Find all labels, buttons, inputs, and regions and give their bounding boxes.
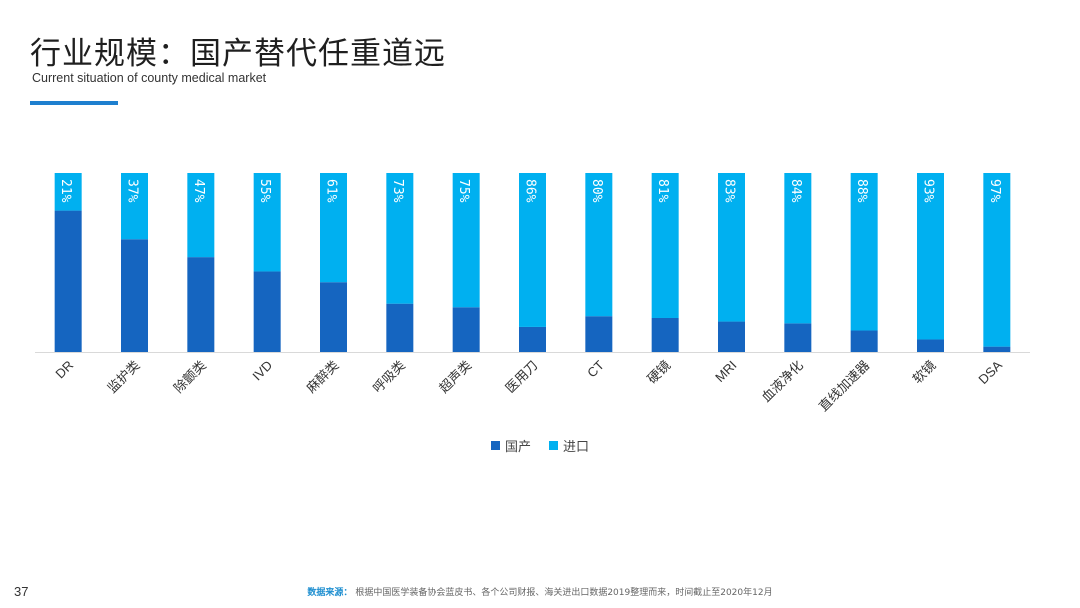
data-label-3: 55% bbox=[257, 179, 272, 203]
legend-item-domestic: 国产 bbox=[490, 436, 531, 455]
data-label-13: 93% bbox=[921, 179, 936, 203]
data-label-14: 97% bbox=[987, 179, 1002, 203]
data-label-2: 47% bbox=[191, 179, 206, 203]
category-label-8: CT bbox=[584, 357, 607, 380]
bar-imported-2 bbox=[187, 173, 215, 258]
bar-imported-14 bbox=[983, 173, 1011, 347]
bar-imported-13 bbox=[917, 173, 944, 340]
legend-label-imported: 进口 bbox=[563, 440, 590, 455]
category-label-2: 除颤类 bbox=[171, 358, 209, 396]
category-label-3: IVD bbox=[249, 358, 275, 384]
bar-imported-3 bbox=[253, 173, 281, 272]
category-label-5: 呼吸类 bbox=[370, 358, 408, 396]
bar-domestic-2 bbox=[187, 257, 215, 352]
category-label-11: 血液净化 bbox=[759, 358, 806, 405]
bar-imported-10 bbox=[718, 173, 745, 322]
page-subtitle: Current situation of county medical mark… bbox=[32, 71, 267, 85]
data-label-5: 73% bbox=[390, 179, 405, 203]
data-label-11: 84% bbox=[788, 179, 803, 203]
bar-domestic-14 bbox=[983, 346, 1011, 352]
category-label-7: 医用刀 bbox=[502, 358, 540, 396]
data-label-10: 83% bbox=[722, 179, 737, 203]
category-label-14: DSA bbox=[975, 357, 1005, 387]
bar-imported-0 bbox=[54, 173, 82, 211]
bar-domestic-10 bbox=[718, 321, 745, 352]
bar-imported-8 bbox=[585, 173, 613, 317]
bar-domestic-5 bbox=[386, 303, 414, 352]
data-label-7: 86% bbox=[523, 179, 538, 203]
bar-domestic-4 bbox=[320, 282, 347, 352]
legend-item-imported: 进口 bbox=[549, 436, 589, 455]
category-label-10: MRI bbox=[712, 358, 739, 385]
bar-domestic-8 bbox=[585, 316, 613, 352]
category-label-4: 麻醉类 bbox=[303, 358, 341, 396]
bar-domestic-6 bbox=[452, 307, 480, 352]
category-label-0: DR bbox=[52, 358, 76, 382]
bar-domestic-12 bbox=[850, 330, 878, 352]
data-label-1: 37% bbox=[125, 179, 140, 203]
bar-domestic-11 bbox=[784, 323, 812, 352]
legend-label-domestic: 国产 bbox=[504, 440, 531, 455]
data-label-4: 61% bbox=[324, 179, 339, 203]
data-source-label: 数据来源： bbox=[307, 588, 353, 598]
bar-imported-11 bbox=[784, 173, 812, 324]
legend-swatch-imported bbox=[549, 441, 558, 450]
bar-imported-9 bbox=[651, 173, 679, 318]
data-source: 数据来源： 根据中国医学装备协会蓝皮书、各个公司财报、海关进出口数据2019整理… bbox=[0, 585, 1080, 598]
category-label-1: 监护类 bbox=[104, 358, 142, 396]
category-label-12: 直线加速器 bbox=[816, 358, 873, 415]
data-label-6: 75% bbox=[456, 179, 471, 203]
bar-imported-1 bbox=[121, 173, 148, 240]
bar-imported-6 bbox=[452, 173, 480, 308]
bar-domestic-7 bbox=[519, 326, 546, 352]
category-label-6: 超声类 bbox=[436, 358, 474, 396]
data-label-12: 88% bbox=[854, 179, 869, 203]
category-label-9: 硬镜 bbox=[644, 358, 673, 387]
bar-domestic-9 bbox=[651, 317, 679, 352]
title-accent-bar bbox=[30, 101, 118, 105]
bar-imported-4 bbox=[320, 173, 347, 283]
bar-domestic-1 bbox=[121, 239, 148, 352]
legend-swatch-domestic bbox=[490, 441, 500, 450]
bar-domestic-13 bbox=[917, 339, 944, 352]
category-label-13: 软镜 bbox=[910, 358, 939, 387]
bar-imported-5 bbox=[386, 173, 414, 304]
data-label-9: 81% bbox=[655, 179, 670, 203]
data-label-0: 21% bbox=[58, 179, 73, 203]
bar-domestic-0 bbox=[54, 210, 82, 352]
data-label-8: 80% bbox=[589, 179, 604, 203]
data-source-text: 根据中国医学装备协会蓝皮书、各个公司财报、海关进出口数据2019整理而来，时间截… bbox=[355, 588, 773, 598]
bar-imported-12 bbox=[850, 173, 878, 331]
bar-domestic-3 bbox=[253, 271, 281, 352]
chart-legend: 国产 进口 bbox=[0, 436, 1080, 455]
page-title: 行业规模：国产替代任重道远 bbox=[30, 36, 446, 72]
page-number: 37 bbox=[14, 584, 29, 599]
bar-imported-7 bbox=[519, 173, 546, 327]
